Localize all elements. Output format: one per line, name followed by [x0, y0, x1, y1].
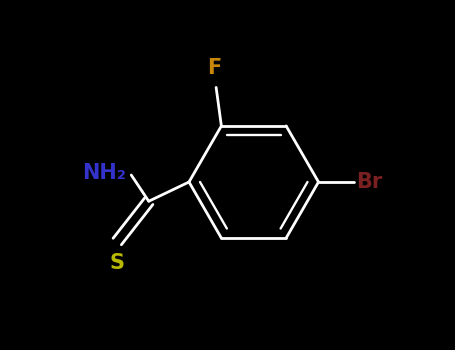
- Text: S: S: [110, 253, 125, 273]
- Text: Br: Br: [356, 172, 383, 192]
- Text: F: F: [207, 58, 222, 78]
- Text: NH₂: NH₂: [82, 163, 126, 183]
